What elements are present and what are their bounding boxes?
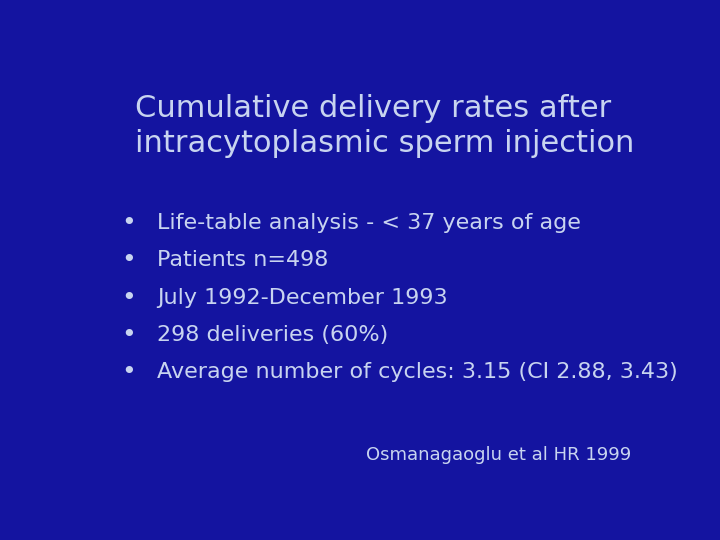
Text: •: • — [122, 361, 136, 384]
Text: Average number of cycles: 3.15 (CI 2.88, 3.43): Average number of cycles: 3.15 (CI 2.88,… — [157, 362, 678, 382]
Text: •: • — [122, 211, 136, 235]
Text: •: • — [122, 248, 136, 272]
Text: 298 deliveries (60%): 298 deliveries (60%) — [157, 325, 388, 345]
Text: Cumulative delivery rates after
intracytoplasmic sperm injection: Cumulative delivery rates after intracyt… — [135, 94, 634, 158]
Text: Osmanagaoglu et al HR 1999: Osmanagaoglu et al HR 1999 — [366, 446, 631, 464]
Text: July 1992-December 1993: July 1992-December 1993 — [157, 288, 448, 308]
Text: Life-table analysis - < 37 years of age: Life-table analysis - < 37 years of age — [157, 213, 581, 233]
Text: •: • — [122, 286, 136, 309]
Text: •: • — [122, 323, 136, 347]
Text: Patients n=498: Patients n=498 — [157, 250, 328, 270]
